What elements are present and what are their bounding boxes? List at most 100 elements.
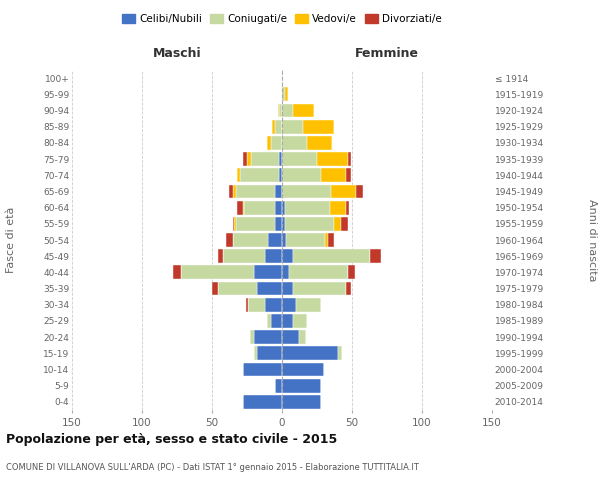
Bar [317,152,348,166]
Bar [293,104,314,118]
Bar [248,298,265,312]
Bar [293,250,370,263]
Bar [244,200,275,214]
Bar [218,250,223,263]
Bar [275,200,282,214]
Bar [356,184,363,198]
Bar [346,168,350,182]
Bar [257,282,282,296]
Bar [282,184,331,198]
Bar [341,217,348,230]
Bar [282,104,293,118]
Bar [243,395,282,409]
Bar [331,184,356,198]
Bar [223,250,265,263]
Bar [293,282,346,296]
Bar [293,314,307,328]
Bar [346,282,350,296]
Bar [233,233,268,247]
Bar [271,314,282,328]
Bar [218,282,257,296]
Bar [243,362,282,376]
Bar [233,217,235,230]
Bar [282,88,285,101]
Bar [346,200,349,214]
Text: Popolazione per età, sesso e stato civile - 2015: Popolazione per età, sesso e stato civil… [6,432,337,446]
Bar [250,330,254,344]
Bar [226,233,233,247]
Bar [268,233,282,247]
Bar [275,217,282,230]
Text: Femmine: Femmine [355,47,419,60]
Bar [286,233,325,247]
Bar [265,250,282,263]
Bar [282,233,286,247]
Bar [282,330,299,344]
Bar [247,152,251,166]
Bar [266,136,271,149]
Bar [325,233,328,247]
Bar [282,136,307,149]
Bar [278,104,279,118]
Bar [282,346,338,360]
Bar [275,120,282,134]
Bar [279,104,282,118]
Bar [329,200,346,214]
Bar [282,298,296,312]
Bar [254,346,257,360]
Bar [282,395,321,409]
Bar [236,217,275,230]
Bar [235,217,236,230]
Bar [282,250,293,263]
Bar [236,184,275,198]
Bar [173,266,181,280]
Bar [338,346,342,360]
Bar [348,152,350,166]
Bar [237,200,243,214]
Bar [282,120,303,134]
Bar [299,330,306,344]
Bar [334,217,341,230]
Bar [282,282,293,296]
Bar [348,266,355,280]
Bar [296,298,321,312]
Bar [282,168,321,182]
Bar [271,136,282,149]
Text: Maschi: Maschi [152,47,202,60]
Bar [212,282,218,296]
Bar [282,362,324,376]
Bar [243,152,247,166]
Legend: Celibi/Nubili, Coniugati/e, Vedovi/e, Divorziati/e: Celibi/Nubili, Coniugati/e, Vedovi/e, Di… [118,10,446,29]
Bar [240,168,279,182]
Bar [370,250,382,263]
Bar [285,88,287,101]
Bar [243,200,244,214]
Bar [282,314,293,328]
Bar [181,266,254,280]
Bar [285,217,334,230]
Bar [265,298,282,312]
Bar [275,184,282,198]
Bar [282,266,289,280]
Bar [303,120,334,134]
Text: Fasce di età: Fasce di età [6,207,16,273]
Bar [237,168,240,182]
Text: COMUNE DI VILLANOVA SULL'ARDA (PC) - Dati ISTAT 1° gennaio 2015 - Elaborazione T: COMUNE DI VILLANOVA SULL'ARDA (PC) - Dat… [6,462,419,471]
Bar [307,136,332,149]
Bar [282,217,285,230]
Bar [282,152,317,166]
Bar [251,152,279,166]
Bar [272,120,275,134]
Bar [289,266,348,280]
Bar [275,379,282,392]
Bar [321,168,346,182]
Bar [282,200,285,214]
Bar [282,379,321,392]
Bar [229,184,233,198]
Bar [285,200,329,214]
Bar [257,346,282,360]
Bar [328,233,334,247]
Bar [254,330,282,344]
Bar [279,152,282,166]
Bar [279,168,282,182]
